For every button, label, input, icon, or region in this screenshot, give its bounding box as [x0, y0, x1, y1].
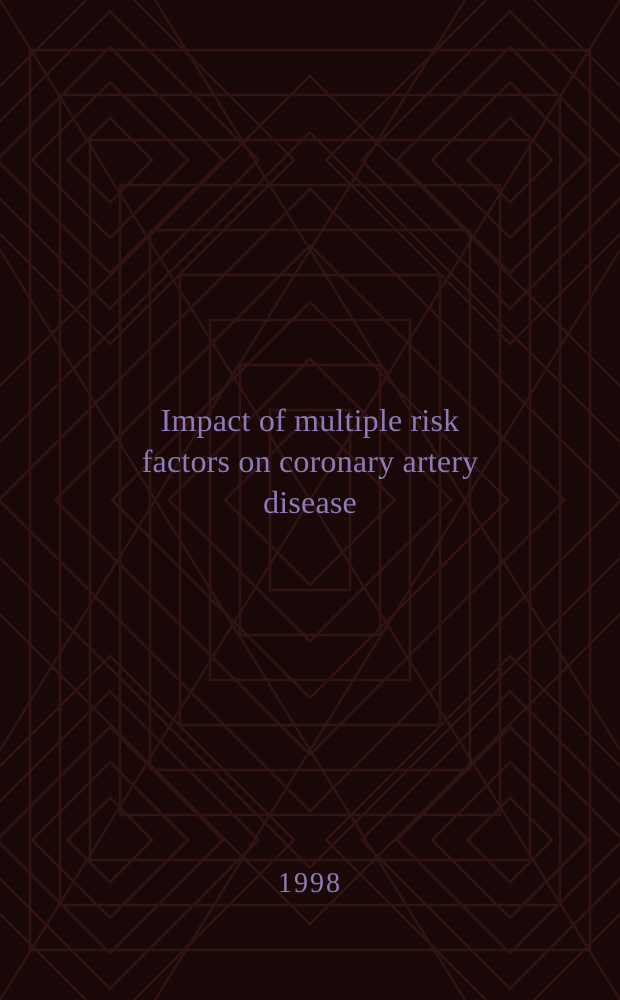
title-line-2: factors on coronary artery: [142, 443, 479, 479]
year-text: 1998: [278, 868, 342, 900]
cover-year: 1998: [278, 868, 342, 900]
cover-title: Impact of multiple risk factors on coron…: [70, 400, 550, 523]
title-line-3: disease: [263, 484, 357, 520]
title-line-1: Impact of multiple risk: [161, 402, 460, 438]
